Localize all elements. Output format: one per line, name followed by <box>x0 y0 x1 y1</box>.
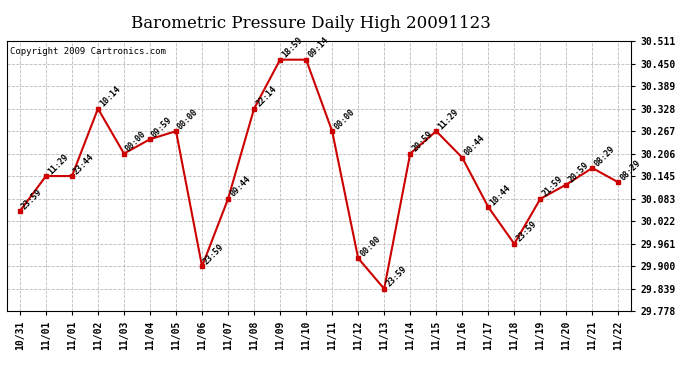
Text: 22:14: 22:14 <box>254 85 278 109</box>
Text: 10:14: 10:14 <box>98 85 122 109</box>
Text: 11:29: 11:29 <box>436 107 460 131</box>
Text: 23:59: 23:59 <box>202 242 226 266</box>
Text: 23:59: 23:59 <box>384 265 408 289</box>
Text: 08:29: 08:29 <box>592 144 616 168</box>
Text: 00:00: 00:00 <box>124 129 148 154</box>
Text: 09:59: 09:59 <box>150 115 174 139</box>
Text: 23:59: 23:59 <box>514 220 538 244</box>
Text: 00:00: 00:00 <box>332 107 356 131</box>
Text: 20:59: 20:59 <box>410 129 434 154</box>
Text: Copyright 2009 Cartronics.com: Copyright 2009 Cartronics.com <box>10 46 166 56</box>
Text: 18:59: 18:59 <box>280 36 304 60</box>
Text: 23:59: 23:59 <box>20 187 44 211</box>
Text: 00:00: 00:00 <box>176 107 200 131</box>
Text: 10:44: 10:44 <box>489 183 512 207</box>
Text: 00:00: 00:00 <box>358 234 382 258</box>
Text: 09:14: 09:14 <box>306 36 330 60</box>
Text: 11:29: 11:29 <box>46 152 70 176</box>
Text: Barometric Pressure Daily High 20091123: Barometric Pressure Daily High 20091123 <box>130 15 491 32</box>
Text: 21:59: 21:59 <box>540 175 564 199</box>
Text: 00:44: 00:44 <box>462 134 486 158</box>
Text: 20:59: 20:59 <box>566 160 591 184</box>
Text: 09:44: 09:44 <box>228 175 252 199</box>
Text: 08:29: 08:29 <box>618 158 642 182</box>
Text: 23:44: 23:44 <box>72 152 96 176</box>
